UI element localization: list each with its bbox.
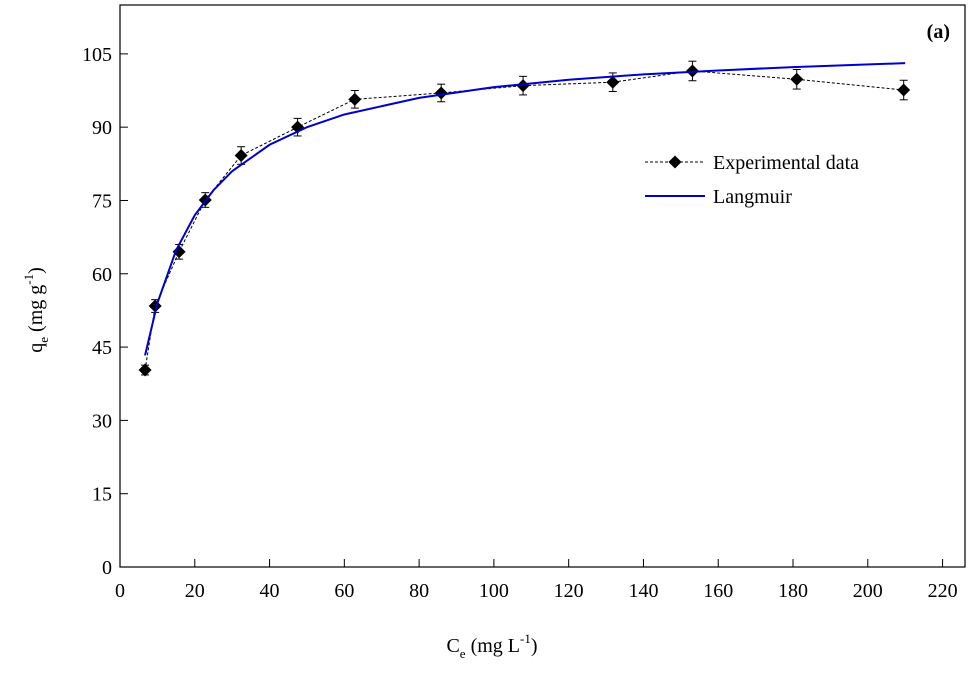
x-tick-label: 200 [853, 580, 883, 602]
x-tick-label: 40 [260, 580, 280, 602]
legend-label: Langmuir [713, 186, 792, 208]
x-tick-label: 180 [778, 580, 808, 602]
y-tick-label: 30 [92, 410, 112, 432]
x-label-unit: (mg L [466, 635, 520, 657]
y-label-sub: e [36, 337, 51, 343]
data-point [897, 83, 911, 97]
y-axis-label: qe (mg g-1) [21, 267, 51, 353]
y-tick-label: 45 [92, 337, 112, 359]
x-tick-label: 120 [554, 580, 584, 602]
x-label-main: C [446, 635, 459, 657]
x-tick-label: 100 [479, 580, 509, 602]
data-line-dashed [144, 70, 904, 371]
data-point [606, 75, 620, 89]
y-tick-label: 90 [92, 117, 112, 139]
data-point [348, 92, 362, 106]
annotation: (a) [927, 21, 950, 43]
data-point [234, 149, 248, 163]
y-label-main: q [25, 343, 47, 353]
legend-label: Experimental data [713, 152, 859, 174]
y-label-unit: (mg g [25, 285, 47, 337]
y-tick-label: 0 [102, 557, 112, 579]
legend-marker [668, 155, 682, 169]
data-point [138, 363, 152, 377]
x-label-sub: e [460, 646, 466, 661]
y-tick-label: 105 [82, 44, 112, 66]
y-tick-label: 60 [92, 264, 112, 286]
data-point [516, 79, 530, 93]
y-tick-label: 15 [92, 484, 112, 506]
data-point [291, 120, 305, 134]
x-label-sup: -1 [520, 631, 531, 646]
y-tick-label: 75 [92, 190, 112, 212]
data-point [790, 72, 804, 86]
x-axis-label: Ce (mg L-1) [446, 631, 537, 661]
x-tick-label: 20 [185, 580, 205, 602]
x-tick-label: 160 [703, 580, 733, 602]
x-tick-label: 220 [928, 580, 958, 602]
data-point [434, 86, 448, 100]
plot-frame [119, 4, 966, 568]
data-point [172, 245, 186, 259]
x-tick-label: 60 [334, 580, 354, 602]
x-tick-label: 80 [409, 580, 429, 602]
y-label-close: ) [25, 267, 47, 274]
x-tick-label: 140 [628, 580, 658, 602]
x-label-close: ) [531, 635, 538, 657]
y-label-sup: -1 [21, 274, 36, 285]
x-tick-label: 0 [115, 580, 125, 602]
fit-line [144, 62, 906, 356]
